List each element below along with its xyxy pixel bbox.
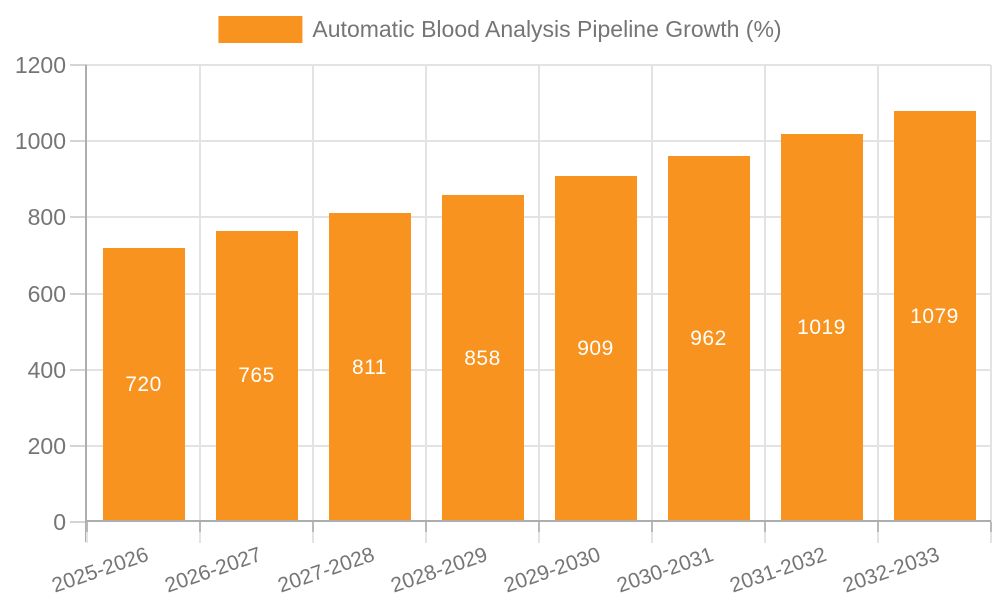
- x-tick-mark: [538, 522, 540, 532]
- bar-value-label: 909: [577, 336, 614, 360]
- y-tick-mark: [70, 444, 87, 447]
- bar: 765: [215, 230, 298, 522]
- bar-value-label: 811: [352, 355, 387, 379]
- gridline-vertical: [199, 65, 201, 522]
- gridline-vertical: [651, 65, 653, 522]
- y-tick-mark: [70, 64, 87, 66]
- y-tick-mark: [70, 368, 87, 371]
- x-tick-mark-extension: [764, 532, 766, 543]
- gridline-vertical: [764, 65, 766, 522]
- y-axis-tick-label: 800: [27, 204, 66, 231]
- bar: 858: [441, 195, 524, 522]
- bar-value-label: 858: [464, 346, 501, 370]
- x-tick-mark-extension: [86, 532, 88, 543]
- bar: 1079: [893, 111, 976, 522]
- y-tick-mark: [70, 140, 87, 143]
- bar: 1019: [780, 133, 863, 522]
- bar-value-label: 720: [125, 372, 162, 396]
- legend-label: Automatic Blood Analysis Pipeline Growth…: [312, 16, 782, 42]
- x-tick-mark: [877, 522, 879, 532]
- x-tick-mark-extension: [538, 532, 540, 543]
- bar: 909: [554, 175, 637, 522]
- y-tick-mark: [70, 521, 87, 523]
- y-axis-tick-label: 400: [27, 356, 66, 383]
- x-tick-mark: [651, 522, 653, 532]
- gridline-vertical: [877, 65, 879, 522]
- bar: 811: [328, 213, 411, 522]
- x-tick-mark-extension: [199, 532, 201, 543]
- y-axis-tick-label: 0: [53, 509, 66, 535]
- bar-value-label: 1019: [797, 315, 846, 339]
- legend: Automatic Blood Analysis Pipeline Growth…: [218, 16, 782, 43]
- bar: 962: [667, 155, 750, 522]
- gridline-vertical: [312, 65, 314, 522]
- x-tick-mark-extension: [312, 532, 314, 543]
- x-tick-mark-extension: [425, 532, 427, 543]
- bar-value-label: 1079: [910, 304, 959, 328]
- x-tick-mark: [764, 522, 766, 532]
- x-tick-mark: [199, 522, 201, 532]
- y-axis-line: [85, 65, 87, 542]
- gridline-vertical: [990, 65, 992, 522]
- y-axis-tick-label: 1000: [14, 128, 66, 155]
- x-tick-mark-extension: [877, 532, 879, 543]
- y-tick-mark: [70, 292, 87, 295]
- y-axis-tick-label: 200: [27, 432, 66, 459]
- x-axis-line: [85, 520, 991, 522]
- y-axis-tick-label: 1200: [14, 52, 66, 78]
- x-tick-mark: [990, 522, 992, 532]
- bar: 720: [102, 247, 185, 522]
- x-tick-mark-extension: [990, 532, 992, 543]
- y-tick-mark: [70, 216, 87, 219]
- y-axis-tick-label: 600: [27, 280, 66, 307]
- x-tick-mark: [425, 522, 427, 532]
- gridline-vertical: [538, 65, 540, 522]
- x-tick-mark: [312, 522, 314, 532]
- gridline-vertical: [425, 65, 427, 522]
- bar-value-label: 962: [690, 326, 727, 350]
- x-tick-mark-extension: [651, 532, 653, 543]
- legend-swatch: [218, 16, 303, 43]
- x-tick-mark: [86, 522, 88, 532]
- bar-value-label: 765: [238, 364, 275, 388]
